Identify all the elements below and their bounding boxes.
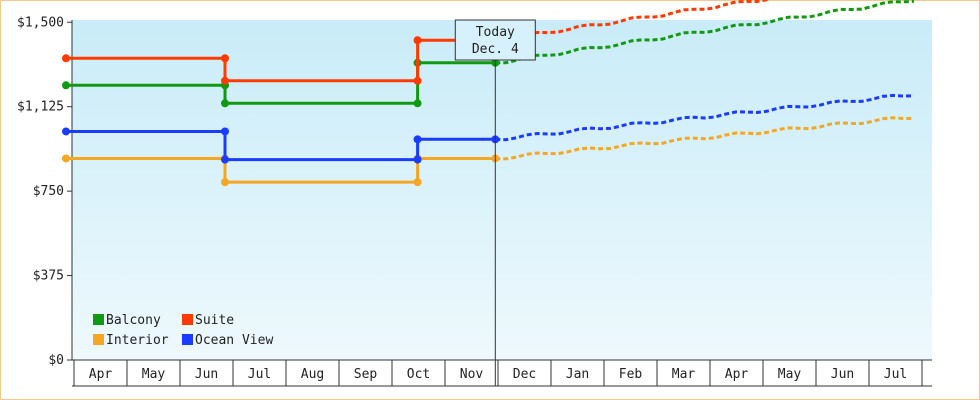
data-point: [221, 127, 229, 136]
data-point: [413, 155, 422, 164]
data-point: [221, 76, 229, 85]
y-tick-label: $750: [33, 184, 64, 199]
history-line: [66, 130, 496, 162]
x-tick-label: Jan: [566, 367, 589, 382]
x-tick-label: May: [142, 367, 166, 382]
legend-swatch: [182, 314, 193, 325]
y-tick-label: $375: [33, 269, 64, 284]
series-ocean-view: [62, 93, 915, 164]
data-point: [413, 178, 422, 187]
data-point: [221, 99, 229, 108]
plot-background: [72, 20, 932, 360]
legend-label: Ocean View: [195, 333, 273, 348]
x-tick-label: Sep: [354, 367, 378, 382]
today-box: [454, 19, 536, 61]
data-point: [221, 178, 229, 187]
x-tick-label: Jul: [884, 367, 907, 382]
data-point: [62, 81, 70, 90]
legend: Balcony Suite Interior Ocean View: [93, 313, 273, 348]
x-tick-label: Feb: [619, 367, 643, 382]
data-point: [413, 99, 422, 108]
history-line: [66, 157, 496, 184]
data-point: [62, 127, 70, 136]
data-point: [62, 154, 70, 163]
data-point: [413, 76, 422, 85]
x-tick-label: Aug: [301, 367, 324, 382]
y-axis: $0 $375 $750 $1,125 $1,500: [17, 15, 932, 368]
history-line: [66, 38, 496, 83]
legend-swatch: [93, 334, 104, 345]
legend-item-ocean-view: Ocean View: [182, 333, 273, 348]
legend-item-interior: Interior: [93, 333, 169, 348]
x-tick-label: Mar: [672, 367, 696, 382]
data-point: [221, 155, 229, 164]
y-tick-label: $0: [48, 353, 64, 368]
today-marker: Today Dec. 4: [454, 19, 536, 386]
data-point: [221, 54, 229, 63]
y-tick-label: $1,125: [17, 100, 64, 115]
x-tick-label: Oct: [407, 367, 430, 382]
legend-label: Suite: [195, 313, 234, 328]
x-tick-label: Dec: [513, 367, 536, 382]
legend-swatch: [93, 314, 104, 325]
x-tick-label: Jun: [195, 367, 218, 382]
today-label: Today: [476, 25, 515, 40]
x-tick-label: May: [778, 367, 802, 382]
data-point: [413, 36, 422, 45]
history-line: [66, 61, 496, 105]
legend-swatch: [182, 334, 193, 345]
x-tick-label: Jun: [831, 367, 854, 382]
legend-item-balcony: Balcony: [93, 313, 161, 328]
x-tick-label: Apr: [89, 367, 113, 382]
legend-item-suite: Suite: [182, 313, 234, 328]
today-label: Dec. 4: [472, 42, 519, 57]
forecast-line: [495, 116, 915, 161]
forecast-line: [495, 0, 915, 65]
series-layer: [62, 0, 915, 187]
y-tick-label: $1,500: [17, 15, 64, 30]
x-tick-label: Nov: [460, 367, 484, 382]
forecast-line: [495, 93, 915, 142]
legend-label: Balcony: [106, 313, 161, 328]
data-point: [62, 54, 70, 63]
x-tick-label: Apr: [725, 367, 749, 382]
legend-label: Interior: [106, 333, 169, 348]
x-axis: Apr May Jun Jul Aug Sep Oct Nov Dec Jan Feb Mar Apr M…: [72, 360, 932, 387]
data-point: [413, 135, 422, 144]
x-tick-label: Jul: [248, 367, 271, 382]
